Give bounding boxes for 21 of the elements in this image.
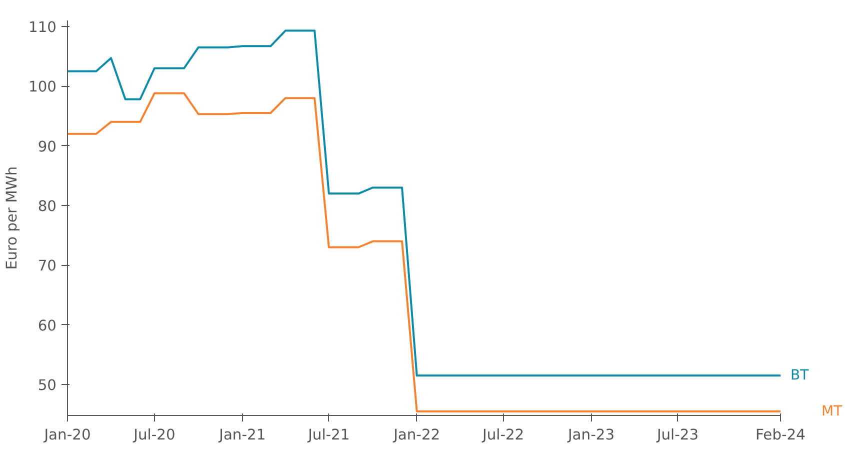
x-tick-label: Jan-23 [566, 426, 615, 444]
y-tick-label: 70 [38, 258, 57, 275]
y-tick-label: 50 [38, 376, 57, 394]
line-series [68, 92, 780, 412]
x-tick-label: Jul-20 [132, 426, 176, 444]
y-tick-label: 110 [28, 18, 57, 36]
x-tick-label: Feb-24 [756, 426, 806, 444]
text: MT [822, 403, 843, 420]
y-tick-label: 100 [28, 78, 57, 96]
x-tick-label: Jan-20 [43, 426, 91, 444]
y-tick-label: 60 [38, 317, 57, 334]
y-tick-label: 80 [38, 198, 57, 215]
y-axis-title: Euro per MWh [4, 166, 21, 270]
x-tick-label: Jan-22 [392, 426, 440, 444]
x-tick-label: Jan-21 [218, 426, 266, 444]
line-series [68, 30, 780, 377]
x-tick-label: Jul-22 [482, 426, 524, 444]
y-tick-label: 90 [38, 138, 57, 156]
x-tick-label: Jul-23 [656, 426, 699, 444]
x-tick-label: Jul-21 [307, 426, 350, 444]
series-label: BT [790, 368, 810, 384]
